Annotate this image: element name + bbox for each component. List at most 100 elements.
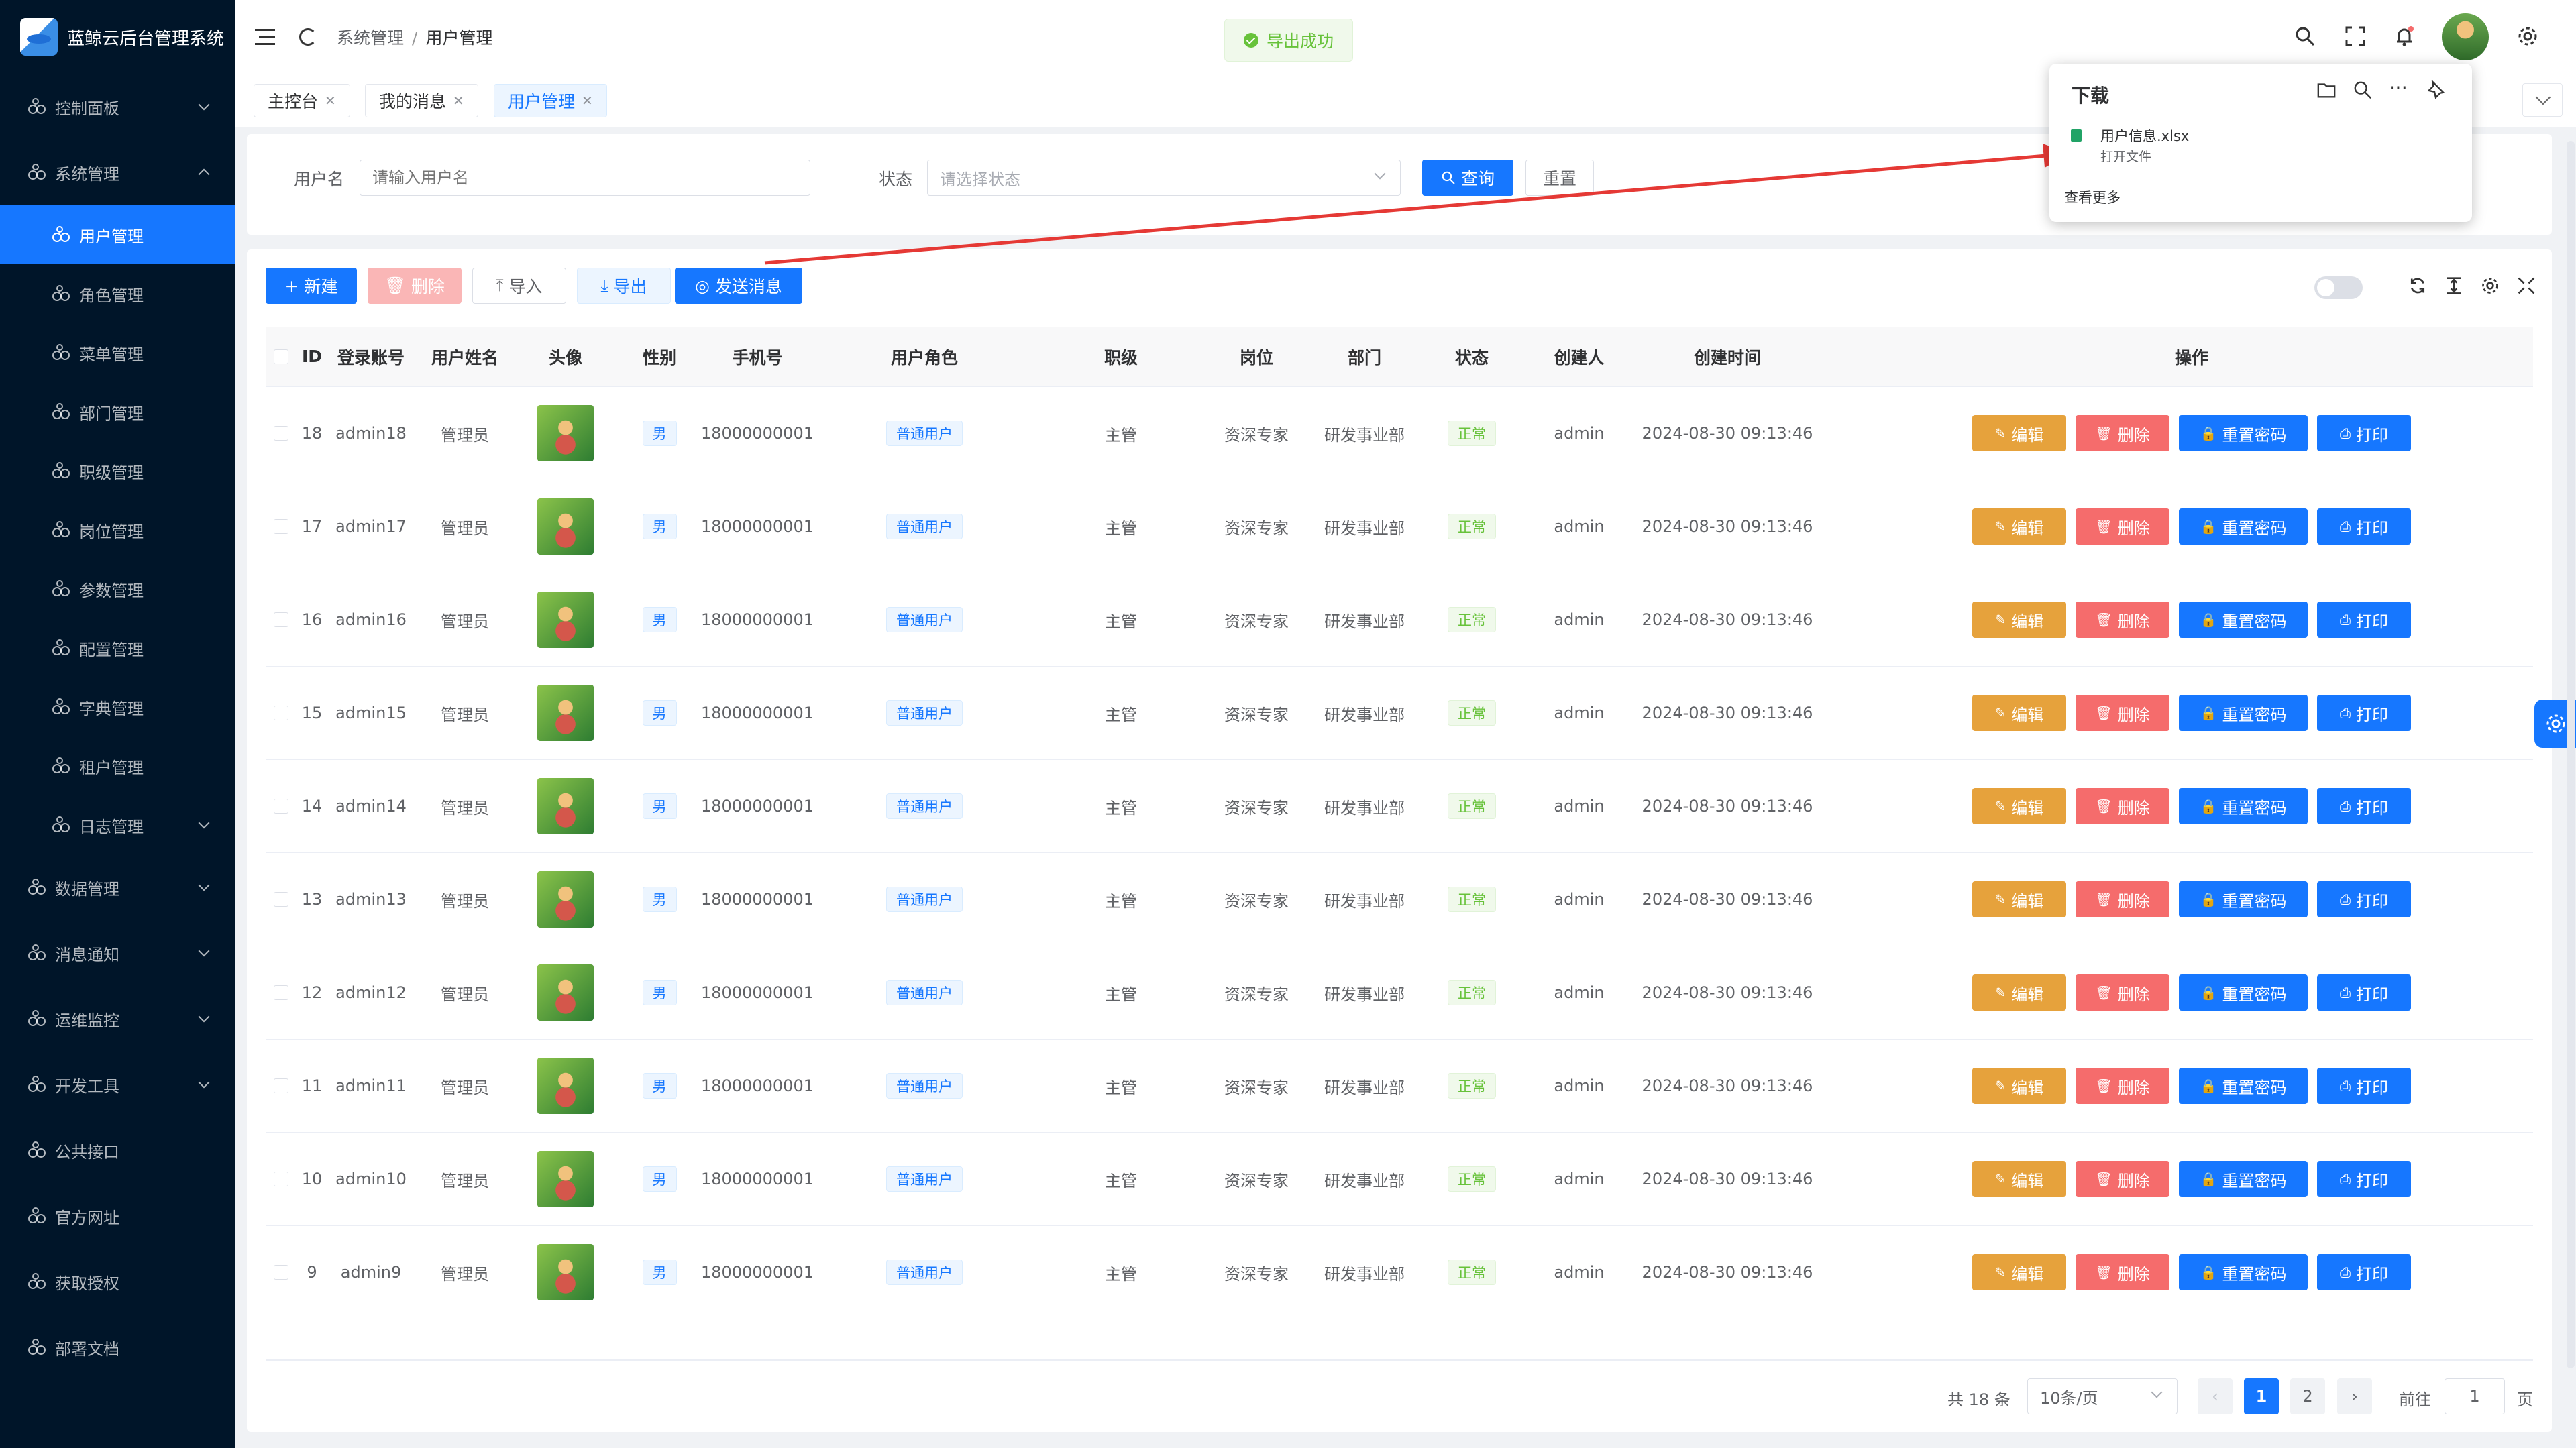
sidebar-item[interactable]: 角色管理	[0, 264, 235, 323]
sidebar-item[interactable]: 运维监控	[0, 986, 235, 1052]
reset-password-button[interactable]: 🔒 重置密码	[2179, 1068, 2308, 1104]
sidebar-item[interactable]: 数据管理	[0, 854, 235, 920]
sidebar-item[interactable]: 岗位管理	[0, 500, 235, 559]
print-button[interactable]: ⎙ 打印	[2317, 695, 2411, 731]
expand-icon[interactable]	[2517, 276, 2536, 295]
reset-password-button[interactable]: 🔒 重置密码	[2179, 974, 2308, 1011]
goto-page-input[interactable]: 1	[2445, 1378, 2505, 1414]
user-avatar-image[interactable]	[537, 778, 594, 834]
sidebar-item[interactable]: 部署文档	[0, 1315, 235, 1380]
user-avatar-image[interactable]	[537, 405, 594, 461]
edit-button[interactable]: ✎ 编辑	[1972, 974, 2066, 1011]
delete-button[interactable]: 🗑 删除	[2076, 1254, 2169, 1290]
row-checkbox[interactable]	[274, 519, 288, 534]
row-checkbox[interactable]	[274, 892, 288, 907]
column-toggle-switch[interactable]	[2314, 276, 2363, 299]
bell-icon[interactable]	[2394, 25, 2415, 47]
delete-button[interactable]: 🗑 删除	[2076, 974, 2169, 1011]
send-message-button[interactable]: ◎ 发送消息	[675, 268, 802, 304]
row-checkbox[interactable]	[274, 799, 288, 814]
close-icon[interactable]: ✕	[325, 93, 336, 109]
edit-button[interactable]: ✎ 编辑	[1972, 881, 2066, 917]
delete-button[interactable]: 🗑 删除	[2076, 602, 2169, 638]
edit-button[interactable]: ✎ 编辑	[1972, 508, 2066, 545]
sidebar-item[interactable]: 部门管理	[0, 382, 235, 441]
user-avatar-image[interactable]	[537, 685, 594, 741]
breadcrumb-item[interactable]: 系统管理	[337, 28, 405, 48]
print-button[interactable]: ⎙ 打印	[2317, 508, 2411, 545]
download-file-name[interactable]: 用户信息.xlsx	[2100, 128, 2190, 144]
sidebar-item[interactable]: 官方网址	[0, 1183, 235, 1249]
sidebar-item[interactable]: 系统管理	[0, 140, 235, 205]
reset-button[interactable]: 重置	[1525, 160, 1594, 196]
row-checkbox[interactable]	[274, 1265, 288, 1280]
sidebar-item[interactable]: 控制面板	[0, 74, 235, 140]
sidebar-item[interactable]: 职级管理	[0, 441, 235, 500]
user-avatar-image[interactable]	[537, 1058, 594, 1114]
sidebar-item[interactable]: 获取授权	[0, 1249, 235, 1315]
more-icon[interactable]: ⋯	[2389, 76, 2408, 98]
print-button[interactable]: ⎙ 打印	[2317, 974, 2411, 1011]
tabs-dropdown-button[interactable]	[2522, 83, 2563, 117]
reset-password-button[interactable]: 🔒 重置密码	[2179, 1161, 2308, 1197]
edit-button[interactable]: ✎ 编辑	[1972, 415, 2066, 451]
export-button[interactable]: ⤓ 导出	[577, 268, 671, 304]
user-avatar-image[interactable]	[537, 498, 594, 555]
select-all-checkbox[interactable]	[274, 349, 288, 364]
reset-password-button[interactable]: 🔒 重置密码	[2179, 881, 2308, 917]
edit-button[interactable]: ✎ 编辑	[1972, 1161, 2066, 1197]
page-size-select[interactable]: 10条/页	[2027, 1378, 2178, 1414]
open-file-link[interactable]: 打开文件	[2100, 150, 2152, 164]
delete-button[interactable]: 🗑 删除	[2076, 788, 2169, 824]
sidebar-item[interactable]: 配置管理	[0, 618, 235, 677]
row-checkbox[interactable]	[274, 1172, 288, 1186]
status-select[interactable]: 请选择状态	[927, 160, 1401, 196]
print-button[interactable]: ⎙ 打印	[2317, 1254, 2411, 1290]
close-icon[interactable]: ✕	[582, 93, 593, 109]
edit-button[interactable]: ✎ 编辑	[1972, 1068, 2066, 1104]
reset-password-button[interactable]: 🔒 重置密码	[2179, 1254, 2308, 1290]
reset-password-button[interactable]: 🔒 重置密码	[2179, 602, 2308, 638]
delete-button[interactable]: 🗑 删除	[2076, 1161, 2169, 1197]
delete-button[interactable]: 🗑 删除	[2076, 695, 2169, 731]
sidebar-item[interactable]: 字典管理	[0, 677, 235, 736]
sidebar-item[interactable]: 用户管理	[0, 205, 235, 264]
gear-icon[interactable]	[2517, 25, 2538, 47]
new-button[interactable]: + 新建	[266, 268, 357, 304]
import-button[interactable]: ⤒ 导入	[472, 268, 566, 304]
sidebar-item[interactable]: 租户管理	[0, 736, 235, 795]
delete-button[interactable]: 🗑 删除	[2076, 881, 2169, 917]
settings-icon[interactable]	[2481, 276, 2500, 295]
page-2-button[interactable]: 2	[2290, 1378, 2325, 1414]
print-button[interactable]: ⎙ 打印	[2317, 602, 2411, 638]
delete-button[interactable]: 🗑 删除	[2076, 415, 2169, 451]
print-button[interactable]: ⎙ 打印	[2317, 788, 2411, 824]
query-button[interactable]: 查询	[1422, 160, 1513, 196]
close-icon[interactable]: ✕	[453, 93, 464, 109]
row-checkbox[interactable]	[274, 426, 288, 441]
edit-button[interactable]: ✎ 编辑	[1972, 788, 2066, 824]
print-button[interactable]: ⎙ 打印	[2317, 1161, 2411, 1197]
reset-password-button[interactable]: 🔒 重置密码	[2179, 415, 2308, 451]
sidebar-item[interactable]: 参数管理	[0, 559, 235, 618]
app-logo[interactable]: 蓝鲸云后台管理系统	[0, 0, 235, 74]
user-avatar-image[interactable]	[537, 1244, 594, 1300]
edit-button[interactable]: ✎ 编辑	[1972, 602, 2066, 638]
sidebar-item[interactable]: 菜单管理	[0, 323, 235, 382]
row-checkbox[interactable]	[274, 706, 288, 720]
sidebar-item[interactable]: 消息通知	[0, 920, 235, 986]
row-checkbox[interactable]	[274, 1078, 288, 1093]
search-icon[interactable]	[2294, 25, 2316, 47]
reset-password-button[interactable]: 🔒 重置密码	[2179, 695, 2308, 731]
print-button[interactable]: ⎙ 打印	[2317, 1068, 2411, 1104]
sidebar-item[interactable]: 开发工具	[0, 1052, 235, 1117]
see-more-link[interactable]: 查看更多	[2064, 190, 2121, 206]
user-avatar-image[interactable]	[537, 1151, 594, 1207]
pin-icon[interactable]	[2425, 80, 2445, 100]
tab-user-management[interactable]: 用户管理 ✕	[494, 84, 607, 117]
user-avatar[interactable]	[2442, 13, 2489, 60]
user-avatar-image[interactable]	[537, 871, 594, 928]
delete-button[interactable]: 🗑 删除	[2076, 508, 2169, 545]
edit-button[interactable]: ✎ 编辑	[1972, 695, 2066, 731]
column-height-icon[interactable]	[2445, 276, 2463, 295]
